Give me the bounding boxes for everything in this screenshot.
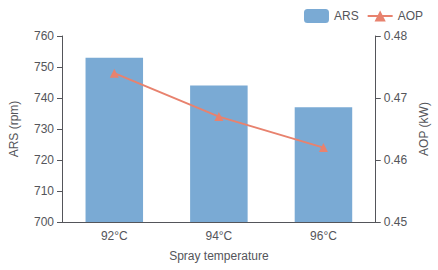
- svg-text:Spray temperature: Spray temperature: [169, 249, 269, 263]
- svg-text:94°C: 94°C: [205, 229, 232, 243]
- svg-text:0.47: 0.47: [384, 91, 408, 105]
- svg-text:ARS (rpm): ARS (rpm): [7, 101, 21, 158]
- svg-text:730: 730: [34, 122, 54, 136]
- svg-text:0.45: 0.45: [384, 215, 408, 229]
- svg-text:750: 750: [34, 60, 54, 74]
- svg-text:AOP (kW): AOP (kW): [417, 102, 431, 156]
- svg-text:0.48: 0.48: [384, 29, 408, 43]
- svg-text:700: 700: [34, 215, 54, 229]
- svg-text:760: 760: [34, 29, 54, 43]
- svg-text:ARS: ARS: [334, 9, 359, 23]
- svg-text:AOP: AOP: [398, 9, 423, 23]
- svg-text:0.46: 0.46: [384, 153, 408, 167]
- svg-text:92°C: 92°C: [101, 229, 128, 243]
- svg-text:710: 710: [34, 184, 54, 198]
- svg-text:740: 740: [34, 91, 54, 105]
- svg-text:720: 720: [34, 153, 54, 167]
- svg-text:96°C: 96°C: [310, 229, 337, 243]
